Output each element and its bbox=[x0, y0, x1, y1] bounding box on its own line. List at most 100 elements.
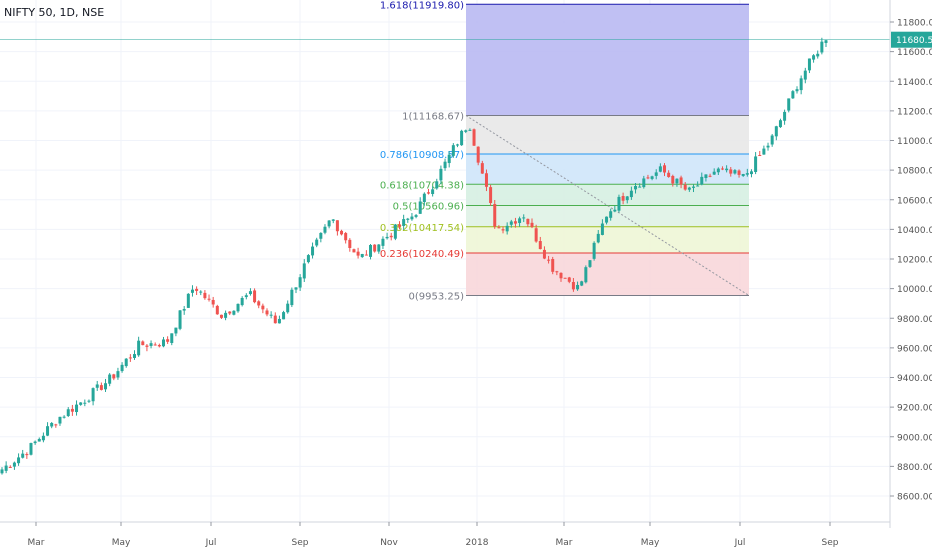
fib-level-label: 0(9953.25) bbox=[408, 292, 464, 303]
candle-body bbox=[174, 327, 178, 334]
y-tick-label: 11400.00 bbox=[897, 78, 932, 88]
candle-body bbox=[542, 249, 546, 259]
candle-body bbox=[501, 229, 505, 231]
candle-body bbox=[493, 204, 497, 227]
candle-body bbox=[277, 318, 281, 324]
candle-body bbox=[774, 126, 778, 137]
y-tick-label: 10400.00 bbox=[897, 226, 932, 236]
candle-body bbox=[816, 53, 820, 57]
candle-body bbox=[108, 374, 112, 384]
candle-body bbox=[219, 314, 223, 318]
x-tick-label: 2018 bbox=[466, 538, 489, 548]
candle-body bbox=[402, 219, 406, 226]
candle-body bbox=[638, 186, 642, 188]
candle-body bbox=[83, 402, 87, 404]
candle-body bbox=[124, 358, 128, 367]
candle-body bbox=[609, 211, 613, 218]
candle-body bbox=[207, 298, 211, 300]
candle-body bbox=[70, 408, 74, 412]
x-tick-label: Jul bbox=[205, 538, 217, 548]
candle-body bbox=[712, 171, 716, 175]
candle-body bbox=[522, 217, 526, 219]
candle-body bbox=[282, 312, 286, 320]
candle-body bbox=[696, 185, 700, 187]
candle-body bbox=[795, 89, 799, 92]
candle-body bbox=[120, 364, 124, 372]
candle-body bbox=[137, 340, 141, 356]
candle-body bbox=[199, 291, 203, 293]
candle-body bbox=[683, 184, 687, 190]
candle-body bbox=[480, 163, 484, 174]
candle-body bbox=[393, 224, 397, 239]
candle-body bbox=[563, 277, 567, 279]
candle-body bbox=[50, 422, 54, 427]
candle-body bbox=[489, 187, 493, 203]
y-tick-label: 11800.00 bbox=[897, 19, 932, 29]
candle-body bbox=[319, 232, 323, 239]
candle-body bbox=[315, 239, 319, 246]
candle-body bbox=[605, 216, 609, 223]
candle-body bbox=[145, 345, 149, 347]
candle-body bbox=[46, 426, 50, 436]
candle-body bbox=[530, 222, 534, 227]
candle-body bbox=[687, 187, 691, 190]
candle-body bbox=[79, 402, 83, 405]
candle-body bbox=[0, 469, 4, 474]
candle-body bbox=[621, 196, 625, 201]
fib-band bbox=[466, 205, 749, 227]
candle-body bbox=[758, 155, 762, 157]
candle-body bbox=[54, 424, 58, 426]
candle-body bbox=[25, 454, 29, 456]
candle-body bbox=[29, 443, 33, 455]
candle-body bbox=[613, 209, 617, 212]
candles bbox=[0, 37, 828, 475]
candle-body bbox=[509, 221, 513, 225]
candle-body bbox=[75, 404, 79, 413]
candle-body bbox=[658, 166, 662, 172]
fib-level-label: 1.618(11919.80) bbox=[380, 0, 464, 11]
candle-body bbox=[634, 186, 638, 190]
candle-body bbox=[513, 221, 517, 224]
candle-body bbox=[791, 91, 795, 99]
candle-body bbox=[484, 173, 488, 187]
candle-body bbox=[762, 148, 766, 155]
candle-body bbox=[414, 215, 418, 217]
candle-body bbox=[820, 41, 824, 53]
candle-body bbox=[104, 383, 108, 390]
candle-body bbox=[770, 135, 774, 145]
candle-body bbox=[691, 186, 695, 188]
x-tick-label: Sep bbox=[822, 538, 839, 548]
candle-body bbox=[460, 130, 464, 146]
candle-body bbox=[298, 277, 302, 288]
y-tick-label: 11200.00 bbox=[897, 107, 932, 117]
candle-body bbox=[538, 241, 542, 250]
last-price-label: 11680.50 bbox=[896, 36, 932, 46]
candle-body bbox=[95, 384, 99, 388]
candle-body bbox=[679, 177, 683, 185]
candle-body bbox=[671, 175, 675, 184]
candle-body bbox=[505, 225, 509, 232]
candle-body bbox=[269, 314, 273, 316]
x-tick-label: Jul bbox=[734, 538, 746, 548]
candle-body bbox=[311, 246, 315, 256]
candle-body bbox=[4, 465, 8, 471]
candle-body bbox=[518, 218, 522, 223]
candle-body bbox=[476, 146, 480, 163]
candle-body bbox=[257, 301, 261, 306]
candle-body bbox=[700, 176, 704, 185]
y-tick-label: 9000.00 bbox=[897, 433, 932, 443]
candle-body bbox=[141, 341, 145, 346]
candle-body bbox=[617, 196, 621, 211]
candle-body bbox=[8, 466, 12, 468]
candle-body bbox=[812, 55, 816, 60]
y-tick-label: 10800.00 bbox=[897, 167, 932, 177]
fib-level-label: 0.5(10560.96) bbox=[393, 202, 465, 213]
candle-body bbox=[157, 345, 161, 347]
candle-body bbox=[439, 168, 443, 181]
candle-body bbox=[725, 168, 729, 171]
candle-body bbox=[232, 310, 236, 315]
y-tick-label: 10600.00 bbox=[897, 196, 932, 206]
fib-level-label: 0.382(10417.54) bbox=[380, 223, 464, 234]
candle-body bbox=[211, 299, 215, 305]
